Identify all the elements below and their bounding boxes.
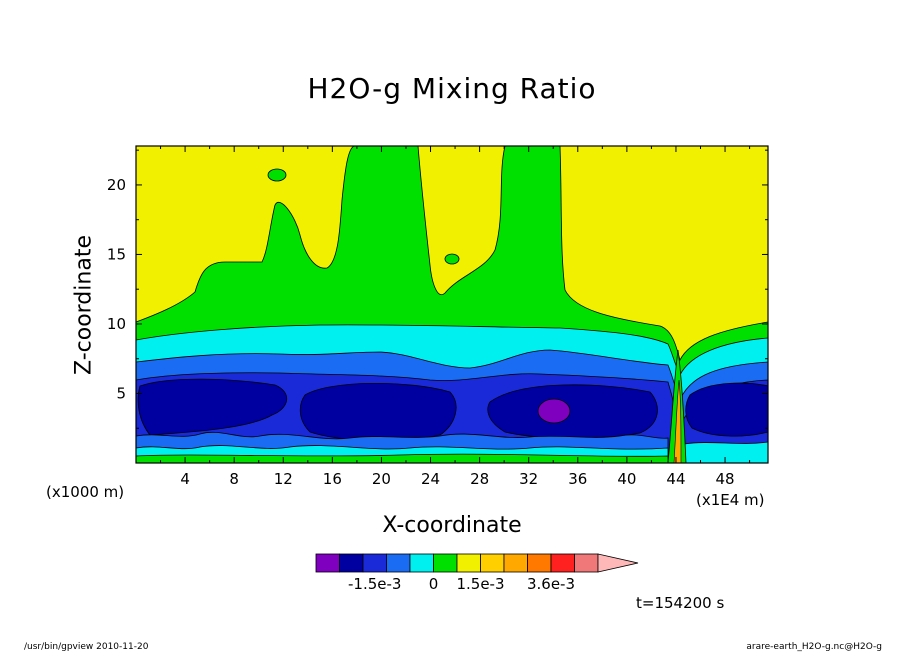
x-tick-label: 8 [229,470,239,488]
contour-darkblue-region [299,382,457,441]
colorbar-swatch [503,553,528,573]
plot-frame [135,145,769,464]
x-axis-unit-left: (x1000 m) [46,483,125,501]
colorbar-label: 1.5e-3 [456,575,504,593]
y-tick-label: 5 [116,384,126,402]
colorbar-arrow [597,553,639,573]
y-ticks: 5 10 15 20 [107,149,768,429]
x-tick-label: 40 [617,470,636,488]
x-tick-label: 20 [372,470,391,488]
colorbar-swatch [480,553,505,573]
contour-purple-minimum [537,398,571,424]
footer-right: arare-earth_H2O-g.nc@H2O-g [746,642,882,652]
contour-green-island [444,253,460,265]
colorbar-swatch [433,553,458,573]
x-tick-label: 12 [274,470,293,488]
colorbar-swatch [315,553,340,573]
x-axis-label: X-coordinate [382,513,522,538]
y-tick-label: 15 [107,245,126,263]
x-tick-label: 48 [716,470,735,488]
contour-front-core [673,379,682,463]
contour-lower-green [136,453,669,463]
x-tick-label: 28 [470,470,489,488]
x-ticks: 4 8 12 16 20 24 28 32 36 40 44 48 [160,146,751,488]
y-tick-label: 10 [107,315,126,333]
colorbar-label: 3.6e-3 [527,575,575,593]
x-tick-label: 16 [323,470,342,488]
y-tick-label: 20 [107,176,126,194]
contour-lower-right-cyan [683,441,768,463]
x-tick-label: 4 [180,470,190,488]
x-tick-label: 24 [421,470,440,488]
x-tick-label: 32 [519,470,538,488]
x-tick-label: 44 [666,470,685,488]
contour-field [136,146,768,463]
contour-darkblue-region [137,378,288,436]
contour-green-island [267,168,287,182]
colorbar-label: -1.5e-3 [348,575,401,593]
colorbar-label: 0 [429,575,439,593]
time-label: t=154200 s [636,594,725,612]
colorbar-swatch [386,553,411,573]
contour-darkblue-region [487,384,658,439]
contour-darkblue-region [685,382,768,437]
footer-left: /usr/bin/gpview 2010-11-20 [24,642,149,652]
colorbar-swatch [362,553,387,573]
colorbar: -1.5e-3 0 1.5e-3 3.6e-3 [315,553,639,593]
colorbar-swatch [409,553,434,573]
colorbar-swatch [527,553,552,573]
x-axis-unit-right: (x1E4 m) [696,491,765,509]
colorbar-swatch [456,553,481,573]
colorbar-swatch [574,553,599,573]
x-tick-label: 36 [568,470,587,488]
colorbar-swatch [339,553,364,573]
chart-title: H2O-g Mixing Ratio [307,72,597,105]
colorbar-swatch [550,553,575,573]
